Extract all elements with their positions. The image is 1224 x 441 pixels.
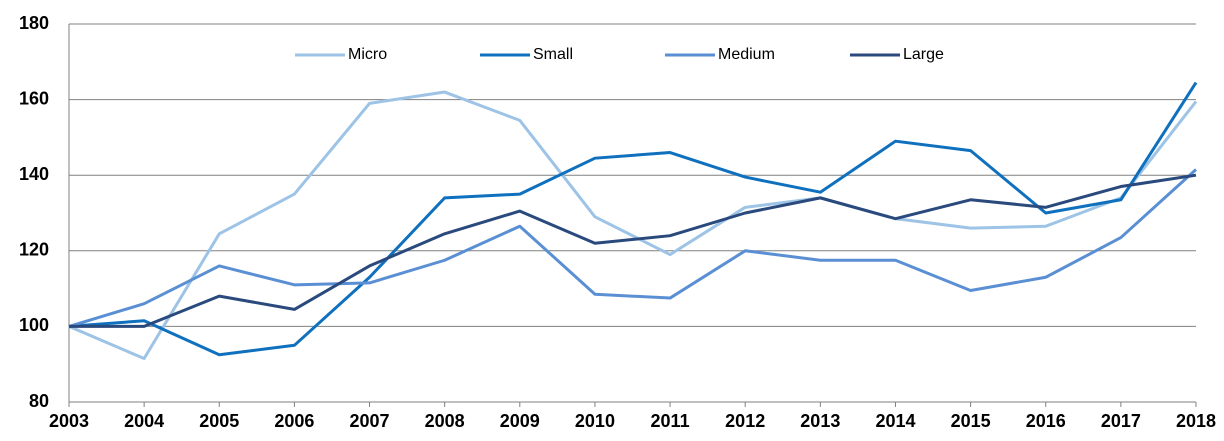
y-tick-label: 160 xyxy=(19,88,49,108)
x-tick-label: 2013 xyxy=(800,411,840,431)
x-tick-label: 2007 xyxy=(350,411,390,431)
x-tick-label: 2009 xyxy=(500,411,540,431)
y-tick-label: 180 xyxy=(19,13,49,33)
x-tick-label: 2008 xyxy=(425,411,465,431)
series-line xyxy=(68,90,1198,361)
x-tick-label: 2015 xyxy=(951,411,991,431)
x-tick-label: 2003 xyxy=(49,411,89,431)
x-tick-label: 2006 xyxy=(274,411,314,431)
legend-label: Medium xyxy=(718,46,775,63)
x-tick-label: 2012 xyxy=(725,411,765,431)
x-tick-label: 2011 xyxy=(651,411,690,431)
x-tick-label: 2014 xyxy=(875,411,915,431)
series-line xyxy=(68,81,1198,357)
legend-label: Micro xyxy=(348,46,387,63)
x-tick-label: 2018 xyxy=(1176,411,1216,431)
series-line xyxy=(69,173,1197,328)
y-tick-label: 80 xyxy=(29,391,49,411)
legend-label: Small xyxy=(533,46,573,63)
series-line xyxy=(68,168,1198,328)
x-tick-label: 2017 xyxy=(1101,411,1141,431)
x-tick-label: 2004 xyxy=(124,411,164,431)
y-tick-label: 120 xyxy=(19,240,49,260)
x-tick-label: 2016 xyxy=(1026,411,1066,431)
y-tick-label: 100 xyxy=(19,315,49,335)
legend-label: Large xyxy=(903,46,944,63)
y-tick-label: 140 xyxy=(19,164,49,184)
x-tick-label: 2005 xyxy=(199,411,239,431)
x-tick-label: 2010 xyxy=(575,411,615,431)
